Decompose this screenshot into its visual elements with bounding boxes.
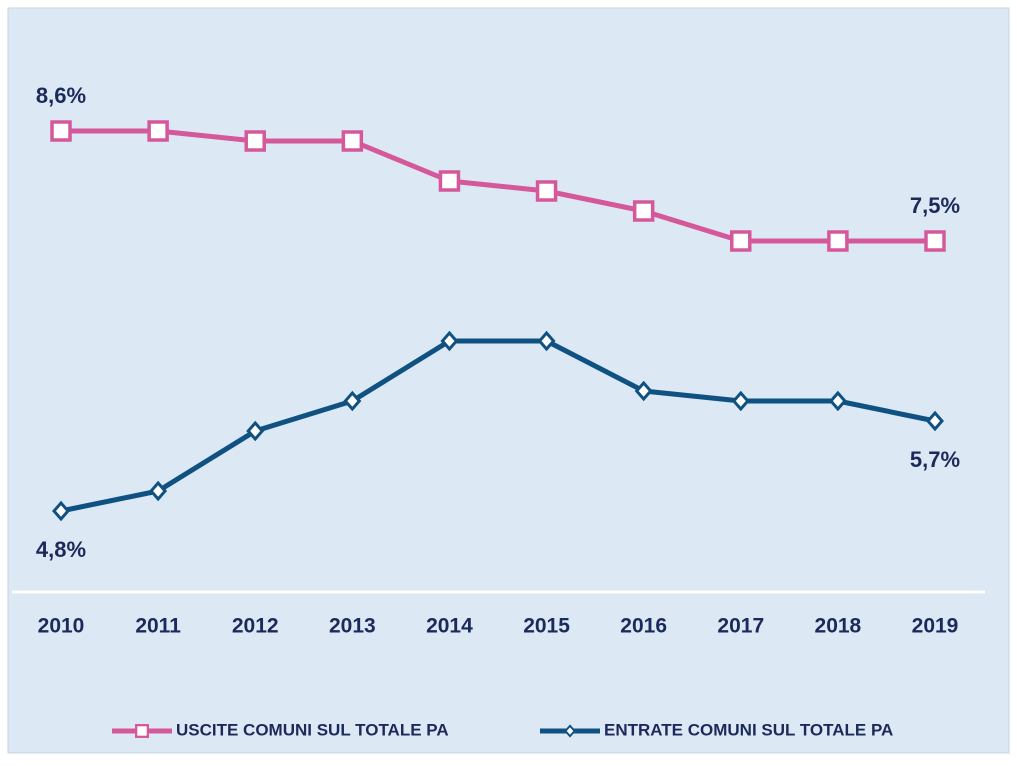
data-point [827, 230, 849, 252]
data-point [341, 130, 364, 152]
data-point [926, 410, 944, 432]
legend-label: USCITE COMUNI SUL TOTALE PA [176, 720, 449, 739]
x-tick-label: 2014 [426, 615, 473, 638]
data-point [147, 120, 169, 142]
legend-label: ENTRATE COMUNI SUL TOTALE PA [604, 720, 893, 739]
data-point [440, 330, 459, 352]
x-tick-label: 2018 [815, 615, 862, 638]
data-point [246, 420, 265, 442]
data-label: 4,8% [36, 537, 86, 562]
x-tick-label: 2019 [912, 615, 959, 638]
data-point [343, 390, 362, 412]
x-tick-label: 2012 [232, 615, 279, 638]
x-tick-label: 2017 [717, 615, 764, 638]
data-point [828, 390, 847, 412]
data-label: 7,5% [910, 193, 960, 218]
x-tick-label: 2013 [329, 615, 376, 638]
data-point [438, 170, 461, 192]
x-tick-label: 2015 [523, 615, 570, 638]
series-line [61, 128, 935, 244]
data-point [149, 480, 168, 502]
series-line [60, 338, 936, 514]
data-point [244, 130, 266, 152]
data-point [924, 230, 946, 252]
data-label: 5,7% [910, 447, 960, 472]
data-label: 8,6% [36, 83, 86, 108]
x-tick-label: 2010 [38, 615, 85, 638]
data-point [537, 330, 556, 352]
data-point [731, 390, 750, 412]
data-point [634, 380, 653, 402]
data-point [632, 200, 655, 222]
legend-marker [564, 724, 576, 738]
data-point [50, 120, 72, 142]
x-tick-label: 2011 [135, 615, 181, 638]
chart-background [7, 7, 1010, 754]
legend-marker [135, 724, 149, 738]
data-point [52, 500, 70, 522]
x-tick-label: 2016 [620, 615, 667, 638]
data-point [535, 180, 558, 202]
data-point [730, 230, 752, 252]
